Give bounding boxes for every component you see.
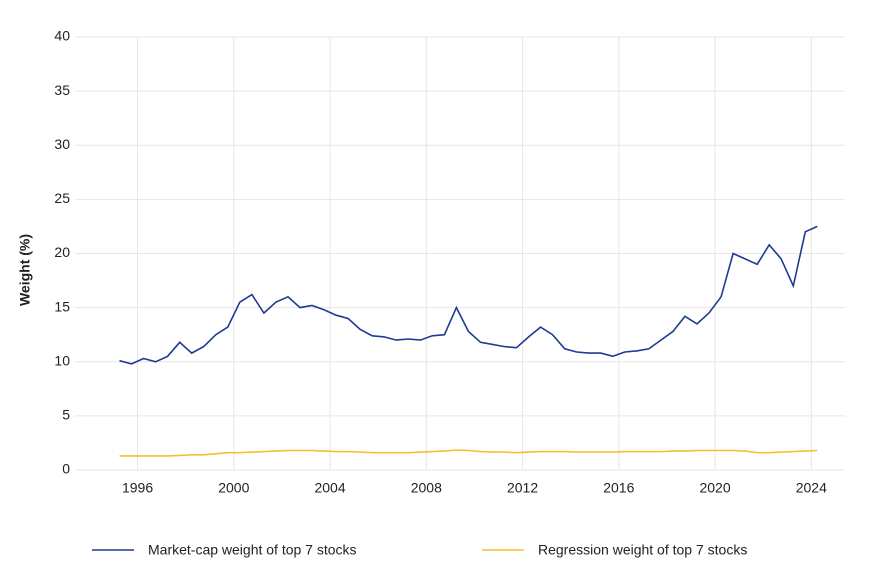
x-tick-label: 1996 [122, 480, 153, 496]
y-tick-label: 35 [54, 82, 70, 98]
y-tick-label: 5 [62, 407, 70, 423]
x-tick-label: 2012 [507, 480, 538, 496]
x-tick-label: 2024 [796, 480, 827, 496]
y-tick-label: 40 [54, 28, 70, 44]
x-tick-label: 2020 [699, 480, 730, 496]
y-axis-label: Weight (%) [17, 234, 33, 306]
y-tick-label: 0 [62, 461, 70, 477]
line [119, 225, 818, 365]
legend-label: Regression weight of top 7 stocks [538, 542, 747, 558]
x-tick-label: 2016 [603, 480, 634, 496]
y-tick-label: 10 [54, 352, 70, 368]
line [119, 449, 818, 457]
y-tick-label: 15 [54, 298, 70, 314]
y-tick-label: 25 [54, 190, 70, 206]
x-tick-label: 2000 [218, 480, 249, 496]
y-tick-label: 30 [54, 136, 70, 152]
x-tick-label: 2004 [314, 480, 345, 496]
y-tick-label: 20 [54, 244, 70, 260]
legend-label: Market-cap weight of top 7 stocks [148, 542, 357, 558]
x-tick-label: 2008 [411, 480, 442, 496]
